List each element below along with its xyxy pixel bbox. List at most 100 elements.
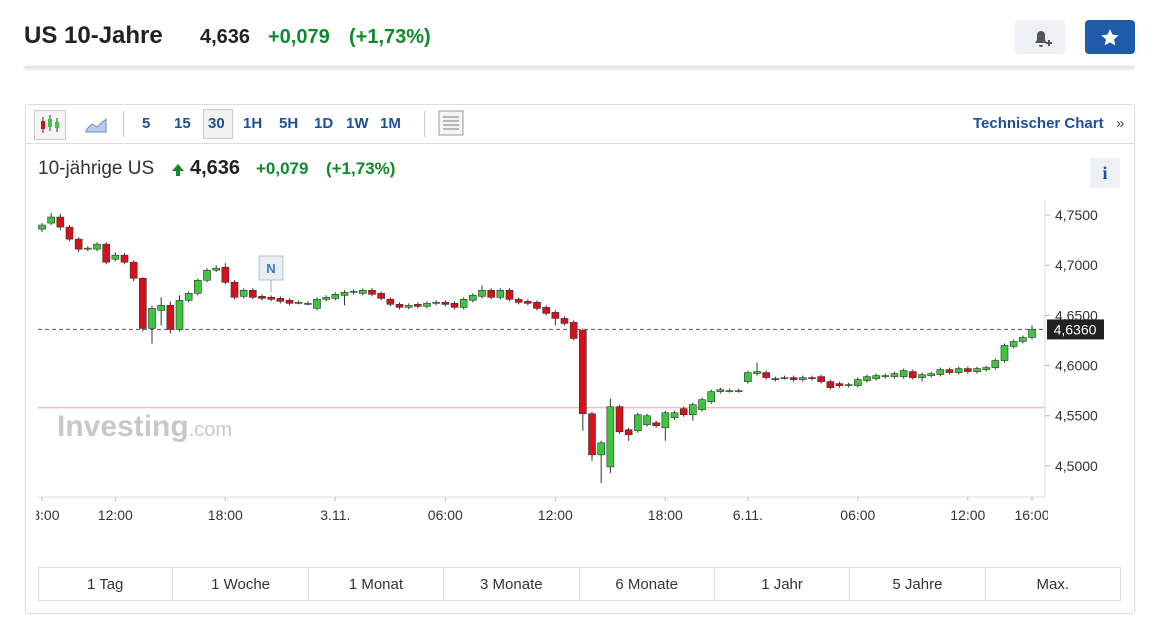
x-tick-label: 3.11. <box>320 507 350 523</box>
interval[interactable]: 5H <box>279 115 299 132</box>
candle-body <box>835 383 844 386</box>
range-tab[interactable]: 3 Monate <box>444 568 580 601</box>
range-tab[interactable]: 1 Tag <box>38 568 174 601</box>
candle-body <box>404 305 413 308</box>
x-tick-label: 18:00 <box>648 507 683 523</box>
x-labels: 08:00 12:00 18:00 3.11. 06:00 12:00 18:00 6.11.… <box>36 507 1049 523</box>
candle-body <box>991 360 1000 368</box>
candle-body <box>551 312 560 319</box>
technical-chart-link[interactable]: Technischer Chart <box>973 115 1104 132</box>
candle-body <box>789 377 798 380</box>
candle-body <box>982 367 990 370</box>
candle-body <box>267 297 275 300</box>
x-tick-label: 18:00 <box>208 507 243 523</box>
candle-body <box>478 290 486 297</box>
y-tick-label: 4,5000 <box>1055 458 1098 474</box>
candle-body <box>1000 345 1009 361</box>
watchlist-button[interactable] <box>1085 20 1135 54</box>
candle-body <box>285 300 294 304</box>
candle-body <box>579 330 587 415</box>
interval[interactable]: 15 <box>174 115 191 132</box>
candle-body <box>93 243 101 250</box>
candle-body <box>313 299 321 309</box>
candle-body <box>514 299 523 303</box>
x-tick-label: 12:00 <box>538 507 573 523</box>
candle-body <box>780 377 789 379</box>
candle-body <box>148 308 156 329</box>
candle-body <box>817 376 825 382</box>
candle-body <box>634 414 642 432</box>
candle-body <box>826 381 835 388</box>
candle-body <box>276 298 285 302</box>
watermark-suffix: .com <box>188 419 233 441</box>
candle-body <box>120 254 129 263</box>
candle-body <box>606 406 615 468</box>
candle-body <box>799 377 807 380</box>
candle-body <box>139 277 147 329</box>
interval[interactable]: 30 <box>208 115 225 132</box>
candle-body <box>1028 329 1036 338</box>
candle-body <box>909 371 917 378</box>
candle-body <box>734 390 743 392</box>
candle-icon[interactable] <box>34 110 66 140</box>
candle-body <box>74 238 83 250</box>
interval[interactable]: 1H <box>243 115 263 132</box>
candle-body <box>954 368 963 373</box>
x-tick-label: 06:00 <box>840 507 875 523</box>
y-tick-label: 4,6000 <box>1055 358 1098 374</box>
candle-body <box>854 379 862 386</box>
range-tab[interactable]: 1 Woche <box>173 568 309 601</box>
candle-body <box>368 290 376 295</box>
interval[interactable]: 1W <box>346 115 369 132</box>
candle-body <box>47 216 55 224</box>
up-arrow <box>172 164 184 176</box>
watermark-brand: Investing <box>57 410 189 443</box>
candle-body <box>964 368 972 372</box>
candle-body <box>258 296 266 299</box>
last-value-box <box>1047 319 1104 340</box>
watermark: Investing.com <box>57 410 232 444</box>
candle-body <box>359 290 367 294</box>
area-icon[interactable] <box>84 114 110 134</box>
candle-body <box>771 378 780 380</box>
change: +0,079 <box>268 26 330 48</box>
x-tick-label: 6.11. <box>733 507 763 523</box>
candle-body <box>194 279 202 294</box>
info-button[interactable]: i <box>1090 158 1120 188</box>
link-arrow: » <box>1116 115 1125 132</box>
candle-body <box>157 305 165 311</box>
divider <box>424 111 425 137</box>
y-tick-label: 4,7000 <box>1055 257 1098 273</box>
candle-body <box>927 373 935 376</box>
candle-body <box>863 376 871 381</box>
candle-body <box>221 266 230 283</box>
alert-button[interactable] <box>1015 20 1065 54</box>
range-tab[interactable]: 1 Monat <box>309 568 445 601</box>
range-tab[interactable]: 5 Jahre <box>850 568 986 601</box>
chart-panel <box>25 104 1135 614</box>
candle-body <box>111 254 120 260</box>
interval[interactable]: 5 <box>142 115 151 132</box>
y-tick-label: 4,6500 <box>1055 307 1098 323</box>
range-tab[interactable]: Max. <box>986 568 1121 601</box>
x-tick-label: 16:00 <box>1014 507 1049 523</box>
candle-body <box>377 293 385 299</box>
candle-body <box>386 299 395 305</box>
candle-body <box>679 408 688 416</box>
candle-body <box>753 371 761 374</box>
interval[interactable]: 1D <box>314 115 334 132</box>
candle-body <box>1019 337 1027 342</box>
annotation-box <box>258 255 284 281</box>
candle-body <box>249 290 257 298</box>
candle-body <box>872 375 880 379</box>
candle-body <box>707 391 715 402</box>
candle-body <box>524 301 532 304</box>
candle-body <box>166 305 175 330</box>
range-tab[interactable]: 1 Jahr <box>715 568 851 601</box>
range-tab[interactable]: 6 Monate <box>580 568 715 601</box>
instrument-name: 10-jährige US <box>38 158 155 179</box>
title: US 10-Jahre <box>24 22 163 49</box>
interval[interactable]: 1M <box>380 115 401 132</box>
table-icon[interactable] <box>438 110 464 136</box>
candle-body <box>808 377 816 379</box>
